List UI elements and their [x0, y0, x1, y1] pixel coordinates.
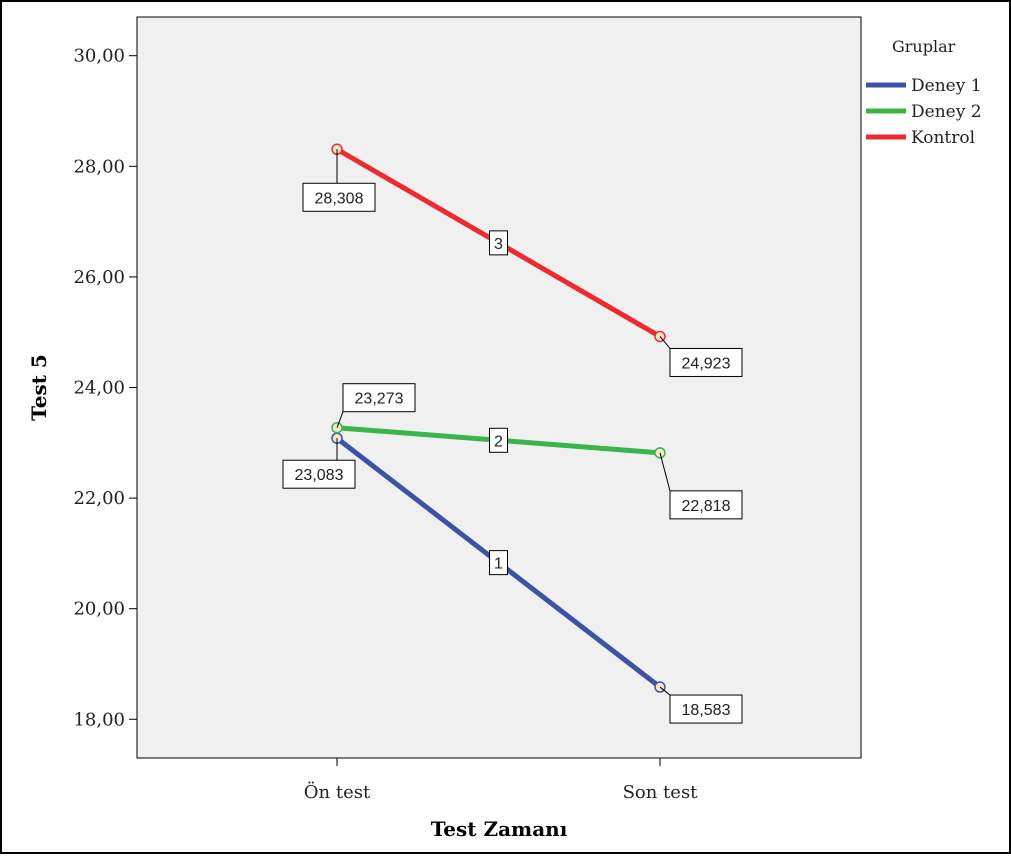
y-tick-label: 26,00: [73, 267, 125, 288]
svg-text:3: 3: [494, 236, 503, 253]
plot-area: [136, 16, 862, 759]
legend: Gruplar Deney 1 Deney 2 Kontrol: [866, 37, 982, 148]
legend-item: Kontrol: [866, 128, 975, 148]
svg-text:2: 2: [494, 433, 503, 450]
y-tick-label: 24,00: [73, 378, 125, 399]
data-value-label: 18,583: [659, 686, 743, 724]
svg-text:22,818: 22,818: [682, 498, 731, 515]
series-number-label: 3: [489, 230, 508, 256]
svg-text:23,083: 23,083: [295, 467, 344, 484]
series-number-label: 2: [489, 427, 508, 453]
svg-text:1: 1: [494, 556, 503, 573]
legend-title: Gruplar: [892, 37, 956, 56]
legend-label: Kontrol: [911, 128, 975, 148]
data-value-label: 22,818: [659, 452, 743, 520]
data-value-label: 24,923: [659, 336, 743, 377]
y-tick-label: 22,00: [73, 488, 125, 509]
x-tick-label: Son test: [623, 782, 699, 803]
x-axis: Ön test Son test: [304, 758, 698, 803]
svg-text:28,308: 28,308: [315, 190, 364, 207]
y-axis: 18,00 20,00 22,00 24,00 26,00 28,00 30,00: [73, 46, 137, 730]
y-axis-title: Test 5: [27, 354, 51, 421]
legend-item: Deney 1: [866, 76, 982, 96]
x-tick-label: Ön test: [304, 780, 371, 803]
data-value-label: 28,308: [302, 149, 376, 212]
legend-item: Deney 2: [866, 102, 982, 122]
y-tick-label: 18,00: [73, 709, 125, 730]
svg-text:18,583: 18,583: [682, 702, 731, 719]
data-value-label: 23,273: [336, 383, 416, 428]
svg-text:23,273: 23,273: [355, 391, 404, 408]
data-value-label: 23,083: [282, 438, 356, 489]
y-tick-label: 20,00: [73, 599, 125, 620]
y-tick-label: 28,00: [73, 156, 125, 177]
y-tick-label: 30,00: [73, 46, 125, 67]
series-number-label: 1: [489, 550, 508, 576]
svg-text:24,923: 24,923: [682, 355, 731, 372]
data-label-layer: 1 23,083 18,583 2 23,273 22,818 3 28,308 24,923: [282, 149, 743, 724]
legend-label: Deney 2: [911, 102, 982, 122]
x-axis-title: Test Zamanı: [431, 817, 568, 841]
legend-label: Deney 1: [911, 76, 982, 96]
